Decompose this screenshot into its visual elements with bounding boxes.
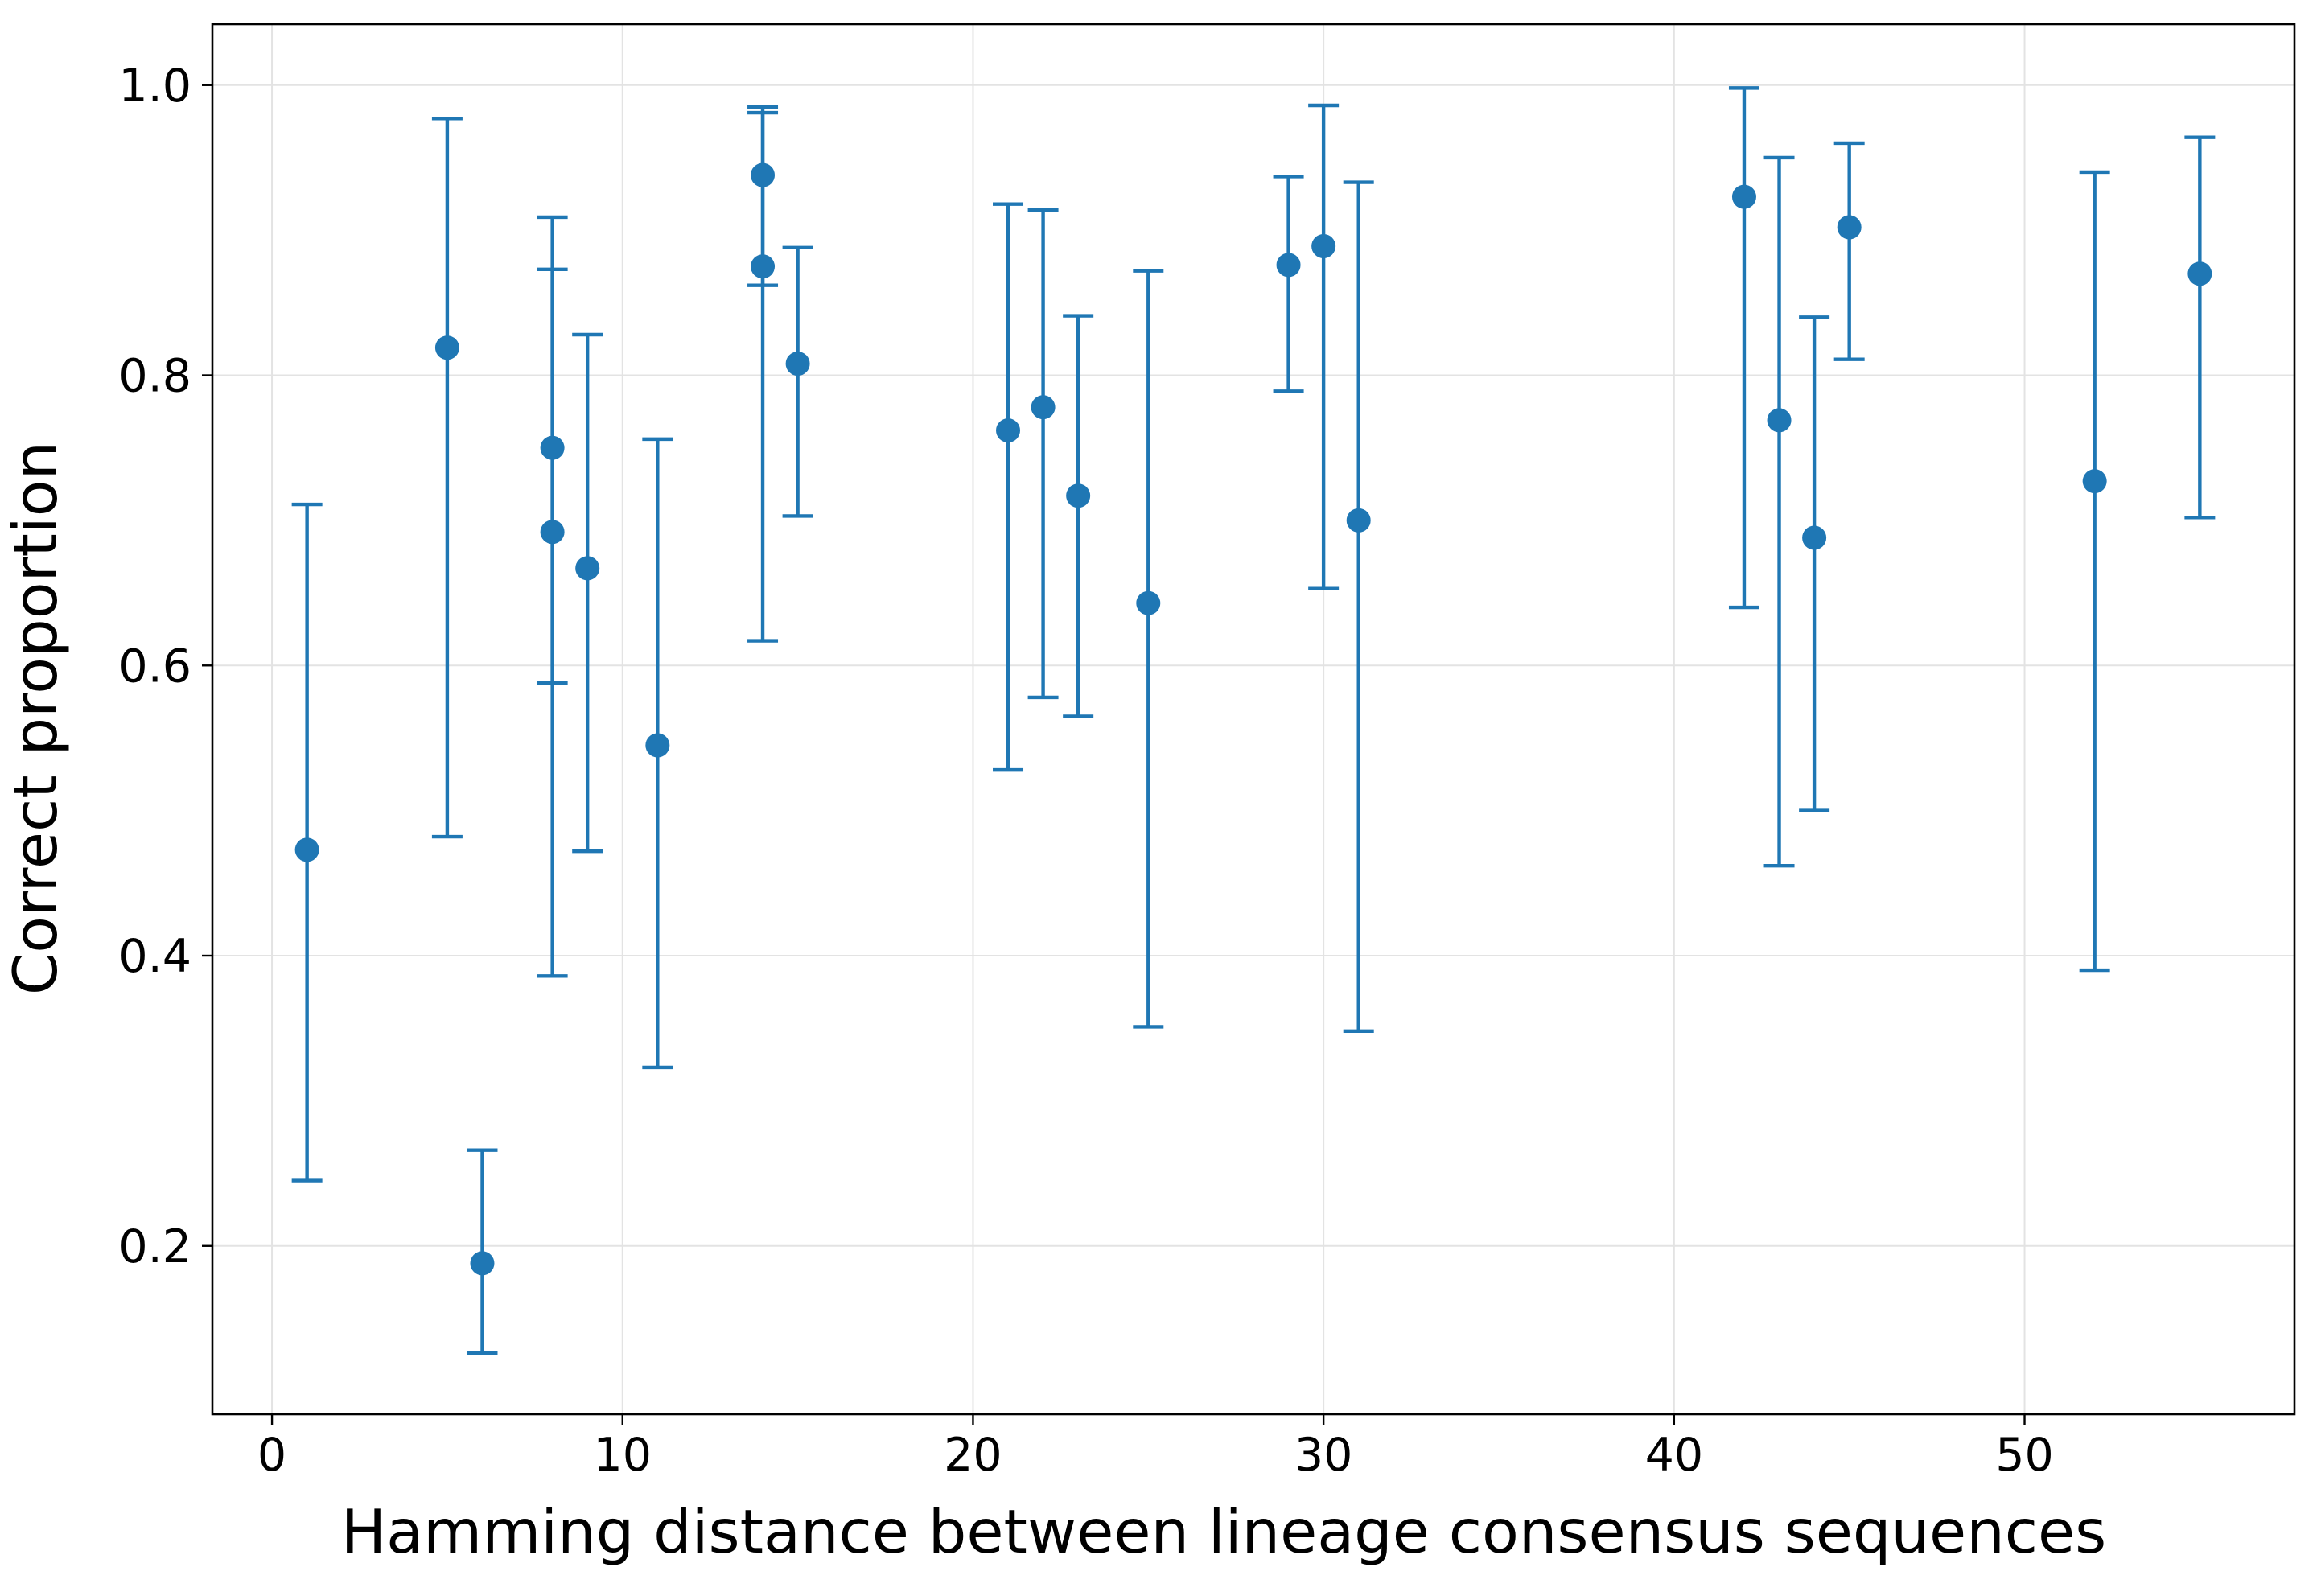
data-point — [294, 837, 319, 862]
x-tick-label: 40 — [1645, 1429, 1704, 1482]
x-tick-label: 20 — [944, 1429, 1002, 1482]
data-point — [645, 733, 670, 758]
data-point — [996, 418, 1021, 443]
y-tick-label: 0.8 — [118, 350, 191, 403]
data-point — [1136, 590, 1161, 615]
y-axis-label: Correct proportion — [0, 442, 71, 995]
y-axis-ticks: 0.2 0.4 0.6 0.8 1.0 — [118, 60, 212, 1273]
data-point — [540, 520, 565, 545]
data-point — [434, 335, 459, 360]
error-bars — [291, 86, 2216, 1355]
data-point — [1837, 215, 1862, 240]
data-point — [1346, 508, 1371, 533]
grid-lines — [212, 24, 2294, 1414]
data-point — [575, 556, 600, 581]
y-tick-label: 1.0 — [118, 60, 191, 113]
data-point — [2082, 469, 2107, 494]
data-point — [751, 162, 776, 187]
x-axis-label: Hamming distance between lineage consens… — [341, 1496, 2106, 1567]
data-point — [540, 435, 565, 460]
data-point — [1276, 253, 1301, 278]
plot-frame — [211, 23, 2296, 1416]
y-tick-label: 0.2 — [118, 1220, 191, 1273]
data-point — [470, 1251, 495, 1276]
data-point — [1731, 184, 1756, 209]
data-point — [2187, 261, 2212, 286]
data-points — [294, 162, 2212, 1276]
x-tick-label: 10 — [593, 1429, 652, 1482]
data-point — [1066, 483, 1091, 508]
data-point — [751, 254, 776, 279]
x-tick-label: 30 — [1294, 1429, 1353, 1482]
data-point — [1767, 408, 1792, 433]
data-point — [1802, 525, 1827, 550]
data-point — [785, 352, 810, 376]
x-tick-label: 50 — [1995, 1429, 2054, 1482]
data-point — [1311, 233, 1336, 258]
y-tick-label: 0.4 — [118, 930, 191, 983]
x-axis-ticks: 0 10 20 30 40 50 — [257, 1414, 2054, 1482]
x-tick-label: 0 — [257, 1429, 286, 1482]
y-tick-label: 0.6 — [118, 640, 191, 693]
data-point — [1031, 395, 1056, 420]
